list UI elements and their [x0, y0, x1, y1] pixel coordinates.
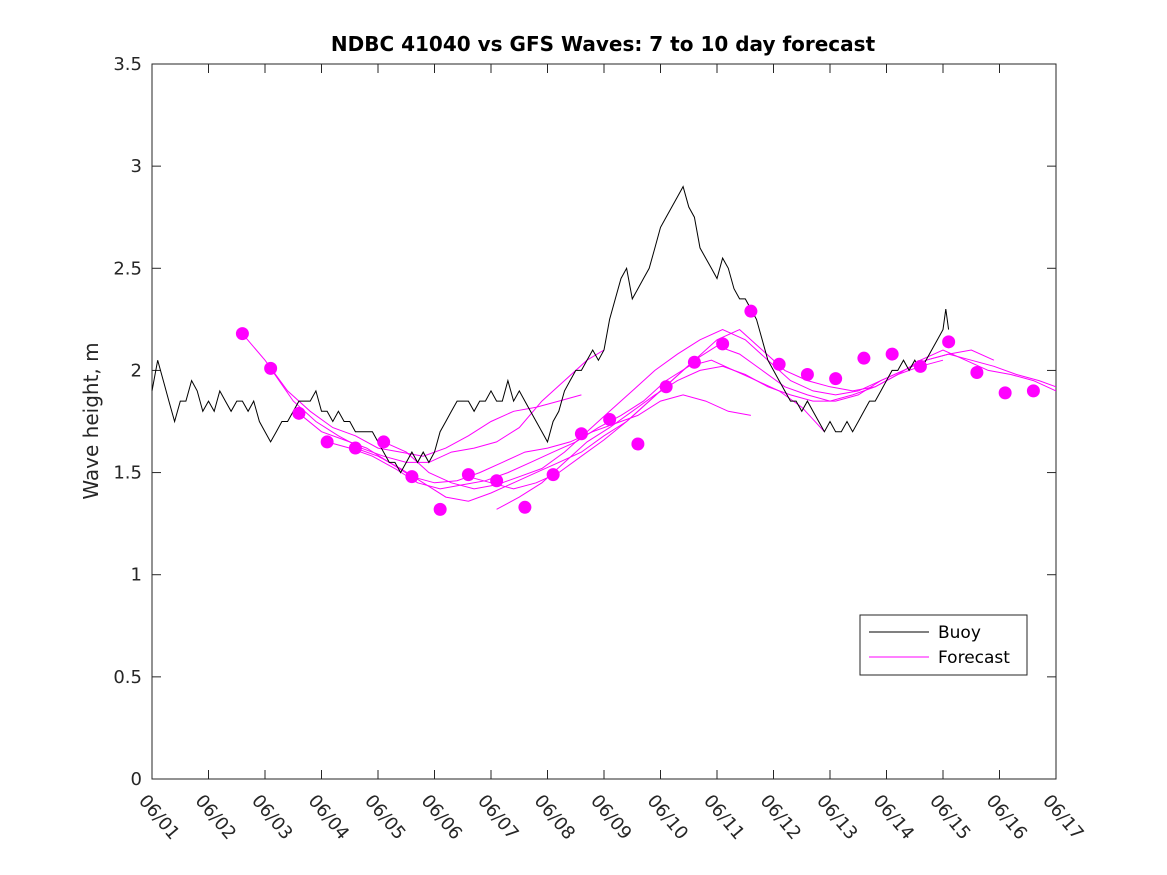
- x-tick-label: 06/01: [134, 791, 183, 844]
- forecast-marker: [687, 355, 701, 369]
- forecast-line: [468, 345, 1057, 490]
- forecast-marker: [235, 327, 249, 341]
- forecast-marker: [829, 372, 843, 386]
- y-tick-label: 0.5: [113, 667, 142, 688]
- y-tick-label: 1.5: [113, 463, 142, 484]
- legend-buoy-label: Buoy: [938, 623, 981, 643]
- x-tick-label: 06/12: [756, 791, 805, 844]
- forecast-marker: [292, 406, 306, 420]
- forecast-marker: [574, 427, 588, 441]
- forecast-marker: [546, 468, 560, 482]
- x-tick-label: 06/10: [643, 791, 692, 844]
- forecast-line: [270, 349, 605, 463]
- y-axis-label: Wave height, m: [79, 342, 103, 499]
- x-tick-label: 06/13: [812, 791, 861, 844]
- x-tick-label: 06/08: [530, 791, 579, 844]
- forecast-line: [242, 333, 582, 457]
- legend-forecast-label: Forecast: [938, 648, 1010, 668]
- forecast-marker: [1026, 384, 1040, 398]
- forecast-line: [355, 329, 944, 502]
- forecast-marker: [631, 437, 645, 451]
- forecast-marker: [433, 502, 447, 516]
- series-layer: [151, 185, 1057, 510]
- buoy-line: [151, 185, 950, 474]
- y-tick-label: 3: [131, 156, 142, 177]
- x-tick-label: 06/02: [191, 791, 240, 844]
- forecast-marker: [405, 470, 419, 484]
- x-tick-label: 06/04: [304, 791, 353, 844]
- y-tick-label: 3.5: [113, 54, 142, 75]
- forecast-marker: [490, 474, 504, 488]
- x-tick-label: 06/09: [586, 791, 635, 844]
- x-tick-label: 06/07: [473, 791, 522, 844]
- forecast-markers: [235, 304, 1040, 516]
- forecast-marker: [970, 365, 984, 379]
- x-tick-label: 06/03: [247, 791, 296, 844]
- forecast-marker: [348, 441, 362, 455]
- forecast-line: [298, 394, 751, 484]
- x-tick-label: 06/11: [699, 791, 748, 844]
- chart-title: NDBC 41040 vs GFS Waves: 7 to 10 day for…: [331, 32, 876, 56]
- x-tick-label: 06/05: [360, 791, 409, 844]
- forecast-marker: [603, 412, 617, 426]
- x-tick-label: 06/14: [869, 791, 918, 844]
- forecast-marker: [264, 361, 278, 375]
- forecast-marker: [913, 359, 927, 373]
- forecast-marker: [377, 435, 391, 449]
- x-tick-label: 06/17: [1038, 791, 1087, 844]
- x-tick-label: 06/16: [982, 791, 1031, 844]
- forecast-marker: [800, 368, 814, 382]
- y-tick-label: 0: [131, 769, 142, 790]
- forecast-line: [496, 353, 1057, 510]
- forecast-marker: [518, 500, 532, 514]
- x-tick-label: 06/06: [417, 791, 466, 844]
- forecast-marker: [659, 380, 673, 394]
- y-tick-label: 1: [131, 565, 142, 586]
- forecast-marker: [716, 337, 730, 351]
- forecast-marker: [772, 357, 786, 371]
- forecast-marker: [744, 304, 758, 318]
- forecast-marker: [885, 347, 899, 361]
- forecast-marker: [461, 468, 475, 482]
- forecast-marker: [942, 335, 956, 349]
- axes: 00.511.522.533.506/01 06/02 06/03 06/04 06/0…: [113, 54, 1087, 844]
- y-tick-label: 2.5: [113, 258, 142, 279]
- y-tick-label: 2: [131, 360, 142, 381]
- forecast-marker: [998, 386, 1012, 400]
- forecast-marker: [320, 435, 334, 449]
- legend-box: [859, 614, 1028, 676]
- forecast-marker: [857, 351, 871, 365]
- x-tick-label: 06/15: [925, 791, 974, 844]
- legend: Buoy Forecast: [859, 614, 1028, 676]
